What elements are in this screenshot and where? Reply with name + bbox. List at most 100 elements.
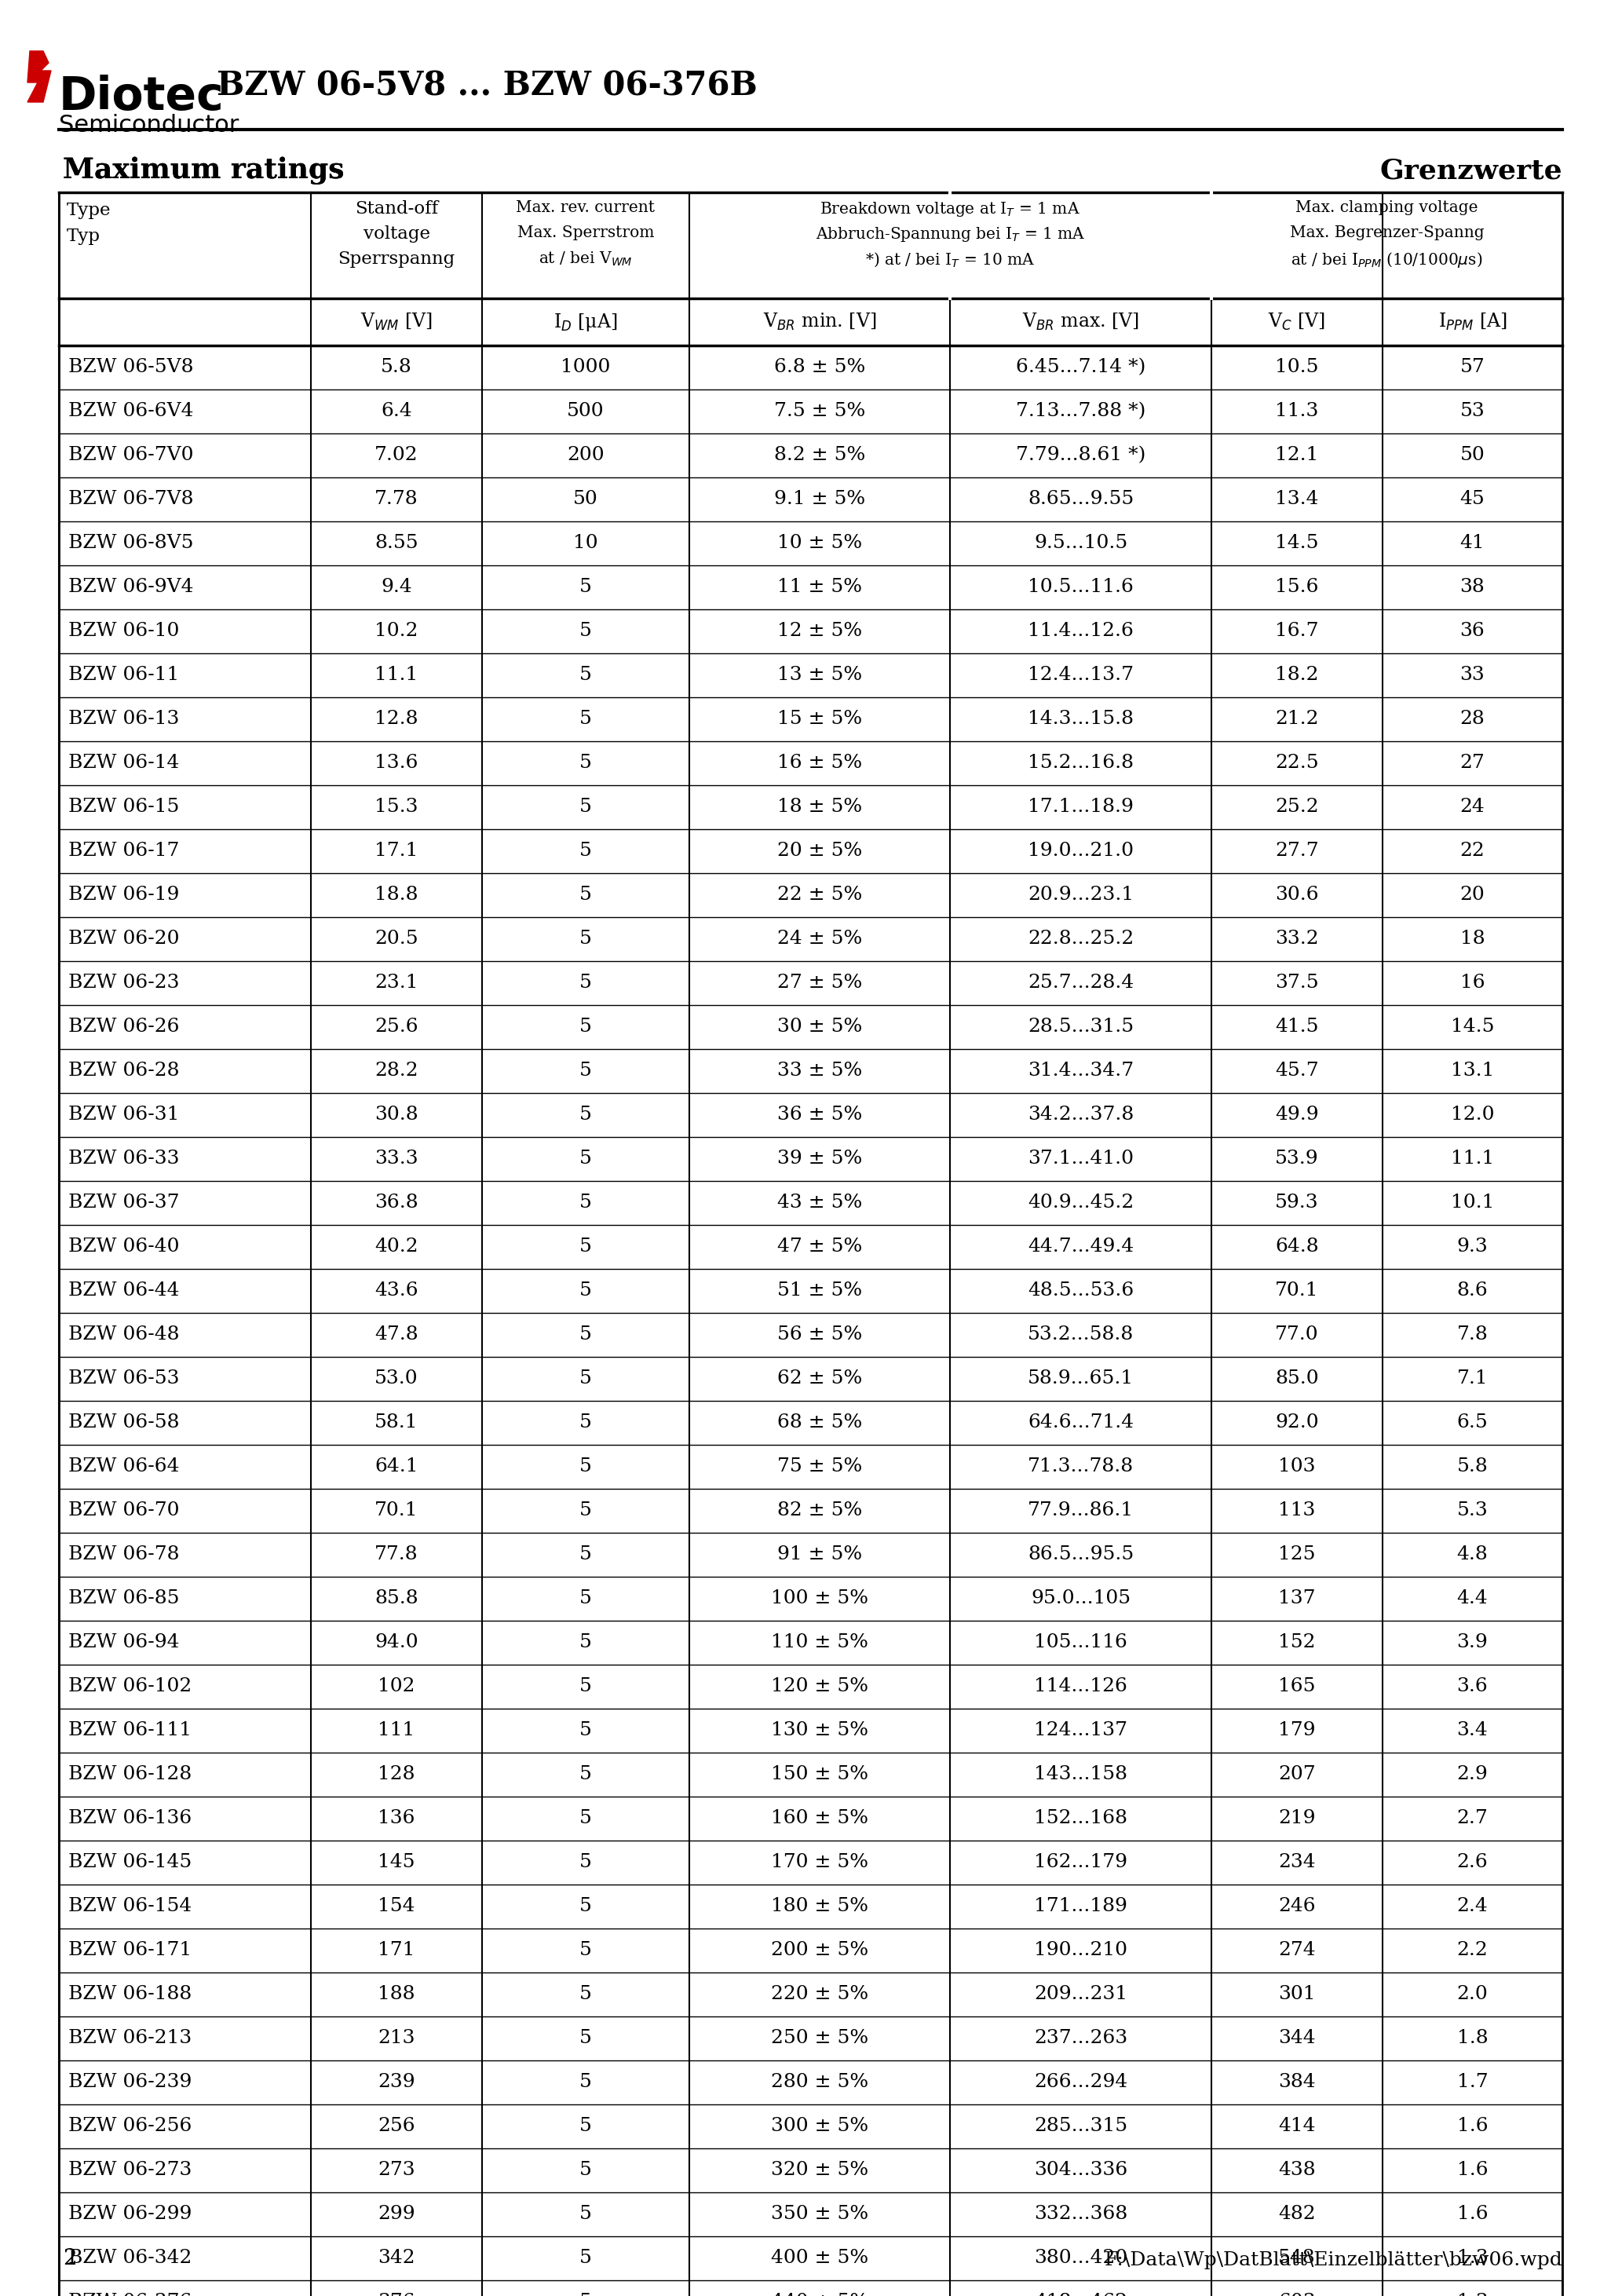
Text: BZW 06-171: BZW 06-171 — [68, 1942, 191, 1958]
Text: 36: 36 — [1460, 622, 1484, 641]
Text: 6.8 ± 5%: 6.8 ± 5% — [774, 358, 865, 377]
Text: 5: 5 — [579, 2161, 592, 2179]
Text: 12 ± 5%: 12 ± 5% — [777, 622, 861, 641]
Text: BZW 06-213: BZW 06-213 — [68, 2030, 191, 2048]
Text: 20: 20 — [1460, 886, 1484, 905]
Text: V$_{BR}$ max. [V]: V$_{BR}$ max. [V] — [1022, 312, 1139, 333]
Text: 2.6: 2.6 — [1457, 1853, 1487, 1871]
Text: 16.7: 16.7 — [1275, 622, 1319, 641]
Text: BZW 06-44: BZW 06-44 — [68, 1281, 180, 1300]
Text: 200 ± 5%: 200 ± 5% — [770, 1942, 868, 1958]
Text: V$_{WM}$ [V]: V$_{WM}$ [V] — [360, 312, 433, 333]
Text: 53.2...58.8: 53.2...58.8 — [1028, 1325, 1134, 1343]
Text: 5: 5 — [579, 666, 592, 684]
Text: 5: 5 — [579, 1853, 592, 1871]
Text: 28.2: 28.2 — [375, 1063, 418, 1079]
Text: BZW 06-5V8 ... BZW 06-376B: BZW 06-5V8 ... BZW 06-376B — [216, 69, 757, 101]
Text: 15.6: 15.6 — [1275, 579, 1319, 597]
Text: 7.8: 7.8 — [1457, 1325, 1487, 1343]
Text: 301: 301 — [1278, 1986, 1315, 2004]
Text: 95.0...105: 95.0...105 — [1032, 1589, 1131, 1607]
Text: 9.1 ± 5%: 9.1 ± 5% — [774, 491, 865, 507]
Text: 64.1: 64.1 — [375, 1458, 418, 1476]
Text: 400 ± 5%: 400 ± 5% — [770, 2250, 868, 2268]
Text: 137: 137 — [1278, 1589, 1315, 1607]
Text: 71.3...78.8: 71.3...78.8 — [1028, 1458, 1134, 1476]
Text: Grenzwerte: Grenzwerte — [1380, 156, 1562, 184]
Text: 43 ± 5%: 43 ± 5% — [777, 1194, 863, 1212]
Text: 5: 5 — [579, 1414, 592, 1433]
Text: 48.5...53.6: 48.5...53.6 — [1028, 1281, 1134, 1300]
Text: 111: 111 — [378, 1722, 415, 1740]
Text: 246: 246 — [1278, 1896, 1315, 1915]
Text: 332...368: 332...368 — [1033, 2204, 1127, 2223]
Text: 28.5...31.5: 28.5...31.5 — [1028, 1017, 1134, 1035]
Text: Maximum ratings: Maximum ratings — [63, 156, 344, 184]
Text: 438: 438 — [1278, 2161, 1315, 2179]
Text: 20.9...23.1: 20.9...23.1 — [1028, 886, 1134, 905]
Text: 8.2 ± 5%: 8.2 ± 5% — [774, 445, 865, 464]
Text: BZW 06-33: BZW 06-33 — [68, 1150, 180, 1169]
Text: 20.5: 20.5 — [375, 930, 418, 948]
Text: 10.2: 10.2 — [375, 622, 418, 641]
Text: 5: 5 — [579, 1942, 592, 1958]
Text: 50: 50 — [1460, 445, 1484, 464]
Text: 5.3: 5.3 — [1457, 1502, 1487, 1520]
Text: BZW 06-128: BZW 06-128 — [68, 1766, 191, 1784]
Text: 24: 24 — [1460, 799, 1484, 817]
Text: 28: 28 — [1460, 709, 1484, 728]
Text: 22: 22 — [1460, 843, 1484, 861]
Text: BZW 06-11: BZW 06-11 — [68, 666, 178, 684]
Text: 82 ± 5%: 82 ± 5% — [777, 1502, 863, 1520]
Text: 5: 5 — [579, 1371, 592, 1387]
Text: 50: 50 — [573, 491, 599, 507]
Text: 1000: 1000 — [561, 358, 610, 377]
Text: 5: 5 — [579, 799, 592, 817]
Text: 5: 5 — [579, 1458, 592, 1476]
Text: BZW 06-20: BZW 06-20 — [68, 930, 180, 948]
Text: 2.4: 2.4 — [1457, 1896, 1487, 1915]
Text: 5: 5 — [579, 753, 592, 771]
Text: 53.9: 53.9 — [1275, 1150, 1319, 1169]
Text: 125: 125 — [1278, 1545, 1315, 1564]
Text: 16 ± 5%: 16 ± 5% — [777, 753, 861, 771]
Text: 285...315: 285...315 — [1033, 2117, 1127, 2135]
Text: 23.1: 23.1 — [375, 974, 418, 992]
Text: 440 ± 5%: 440 ± 5% — [770, 2294, 868, 2296]
Text: 45: 45 — [1460, 491, 1484, 507]
Text: 33 ± 5%: 33 ± 5% — [777, 1063, 863, 1079]
Text: BZW 06-17: BZW 06-17 — [68, 843, 180, 861]
Text: 19.0...21.0: 19.0...21.0 — [1028, 843, 1134, 861]
Text: 11.1: 11.1 — [375, 666, 418, 684]
Text: 274: 274 — [1278, 1942, 1315, 1958]
Text: 5: 5 — [579, 1107, 592, 1125]
Text: 102: 102 — [378, 1678, 415, 1697]
Text: 154: 154 — [378, 1896, 415, 1915]
Text: BZW 06-85: BZW 06-85 — [68, 1589, 180, 1607]
Text: 40.9...45.2: 40.9...45.2 — [1028, 1194, 1134, 1212]
Text: BZW 06-23: BZW 06-23 — [68, 974, 180, 992]
Text: 5: 5 — [579, 709, 592, 728]
Text: 10.1: 10.1 — [1450, 1194, 1494, 1212]
Text: 9.5...10.5: 9.5...10.5 — [1033, 535, 1127, 553]
Text: 30.6: 30.6 — [1275, 886, 1319, 905]
Text: 43.6: 43.6 — [375, 1281, 418, 1300]
Text: 15 ± 5%: 15 ± 5% — [777, 709, 861, 728]
Text: 150 ± 5%: 150 ± 5% — [770, 1766, 868, 1784]
Text: BZW 06-48: BZW 06-48 — [68, 1325, 180, 1343]
Text: Stand-off: Stand-off — [355, 200, 438, 218]
Text: BZW 06-14: BZW 06-14 — [68, 753, 180, 771]
Text: Type: Type — [67, 202, 110, 218]
Text: V$_C$ [V]: V$_C$ [V] — [1268, 312, 1325, 333]
Text: BZW 06-40: BZW 06-40 — [68, 1238, 180, 1256]
Text: BZW 06-64: BZW 06-64 — [68, 1458, 180, 1476]
Text: 12.0: 12.0 — [1450, 1107, 1494, 1125]
Text: 280 ± 5%: 280 ± 5% — [770, 2073, 868, 2092]
Text: Breakdown voltage at I$_T$ = 1 mA: Breakdown voltage at I$_T$ = 1 mA — [819, 200, 1080, 218]
Text: BZW 06-273: BZW 06-273 — [68, 2161, 191, 2179]
Text: BZW 06-19: BZW 06-19 — [68, 886, 180, 905]
Text: BZW 06-10: BZW 06-10 — [68, 622, 180, 641]
Text: BZW 06-13: BZW 06-13 — [68, 709, 180, 728]
Text: 47.8: 47.8 — [375, 1325, 418, 1343]
Text: 136: 136 — [378, 1809, 415, 1828]
